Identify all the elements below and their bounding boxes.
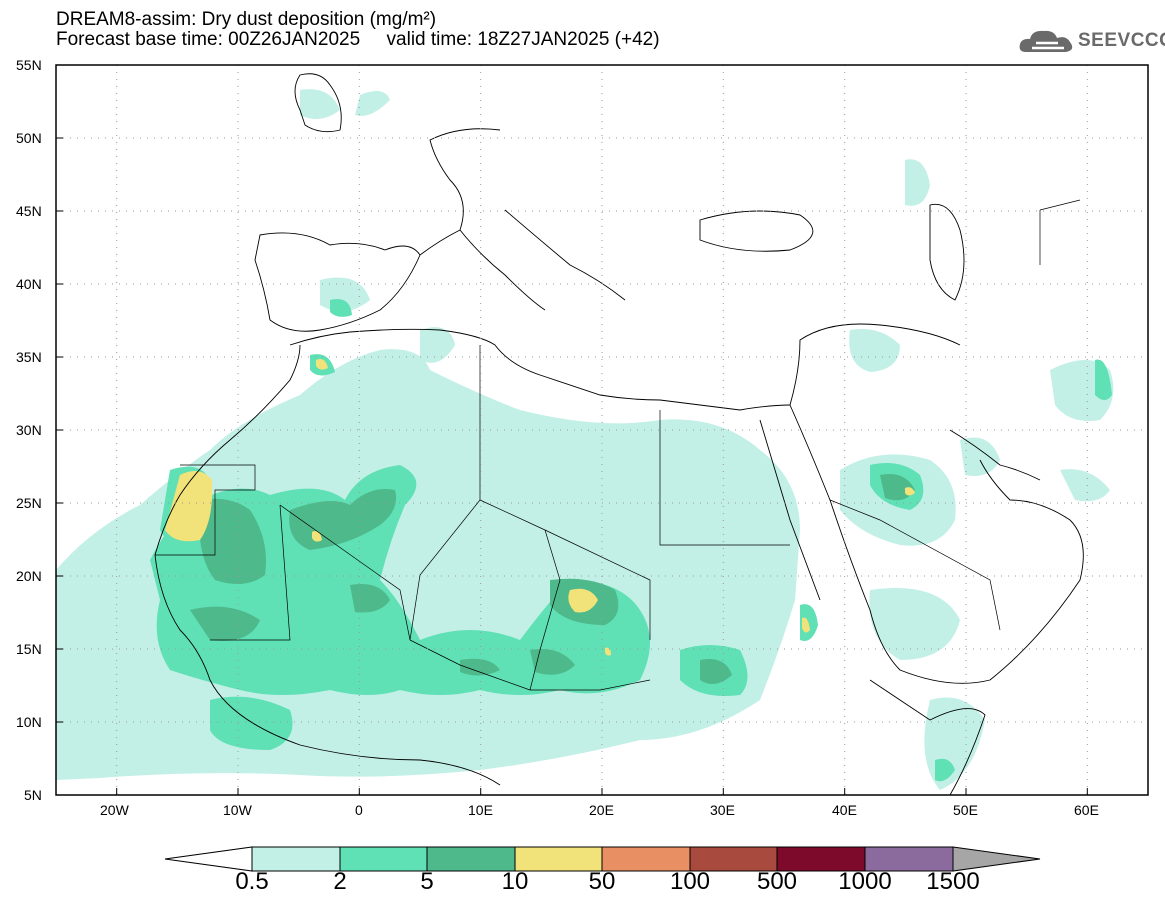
lon-label: 20E <box>589 802 614 818</box>
colorbar-bin-3 <box>427 847 515 871</box>
colorbar-label: 5 <box>420 868 434 895</box>
graticule <box>56 65 1148 795</box>
axis-ticks <box>56 137 1088 795</box>
lat-label: 20N <box>16 568 42 584</box>
forecast-time-info: Forecast base time: 00Z26JAN2025 valid t… <box>56 29 660 50</box>
colorbar-label: 50 <box>588 868 616 895</box>
colorbar-label: 500 <box>756 868 798 895</box>
lat-label: 50N <box>16 130 42 146</box>
colorbar-bin-6 <box>690 847 777 871</box>
colorbar-label: 1000 <box>838 868 892 895</box>
colorbar-label: 1500 <box>926 868 980 895</box>
logo-text: SEEVCCC <box>1078 30 1165 51</box>
lon-label: 20W <box>100 802 129 818</box>
lat-label: 30N <box>16 422 42 438</box>
colorbar-label: 2 <box>333 868 347 895</box>
colorbar-bin-1 <box>252 847 340 871</box>
lat-label: 55N <box>16 57 42 73</box>
colorbar-bin-8 <box>865 847 953 871</box>
colorbar-label: 10 <box>501 868 529 895</box>
deposition-shading <box>56 89 1114 790</box>
cloud-icon <box>1019 30 1073 52</box>
country-borders <box>155 199 1081 691</box>
colorbar-bin-2 <box>340 847 427 871</box>
seevccc-logo: SEEVCCC <box>1018 26 1165 56</box>
lat-label: 10N <box>16 714 42 730</box>
lat-label: 45N <box>16 203 42 219</box>
colorbar-bin-4 <box>515 847 602 871</box>
lon-label: 10W <box>223 802 252 818</box>
colorbar <box>164 846 1041 872</box>
map-title: DREAM8-assim: Dry dust deposition (mg/m²… <box>56 9 437 30</box>
colorbar-label: 100 <box>669 868 711 895</box>
lon-label: 30E <box>710 802 735 818</box>
lat-label: 40N <box>16 276 42 292</box>
colorbar-label: 0.5 <box>235 868 269 895</box>
lat-label: 25N <box>16 495 42 511</box>
coastlines <box>154 73 1084 795</box>
lat-label: 35N <box>16 349 42 365</box>
lon-label: 50E <box>953 802 978 818</box>
lat-label: 15N <box>16 641 42 657</box>
lat-label: 5N <box>24 787 42 803</box>
lon-label: 40E <box>832 802 857 818</box>
colorbar-bin-5 <box>602 847 690 871</box>
colorbar-bin-7 <box>777 847 865 871</box>
lon-label: 0 <box>355 802 363 818</box>
lon-label: 10E <box>468 802 493 818</box>
lon-label: 60E <box>1074 802 1099 818</box>
